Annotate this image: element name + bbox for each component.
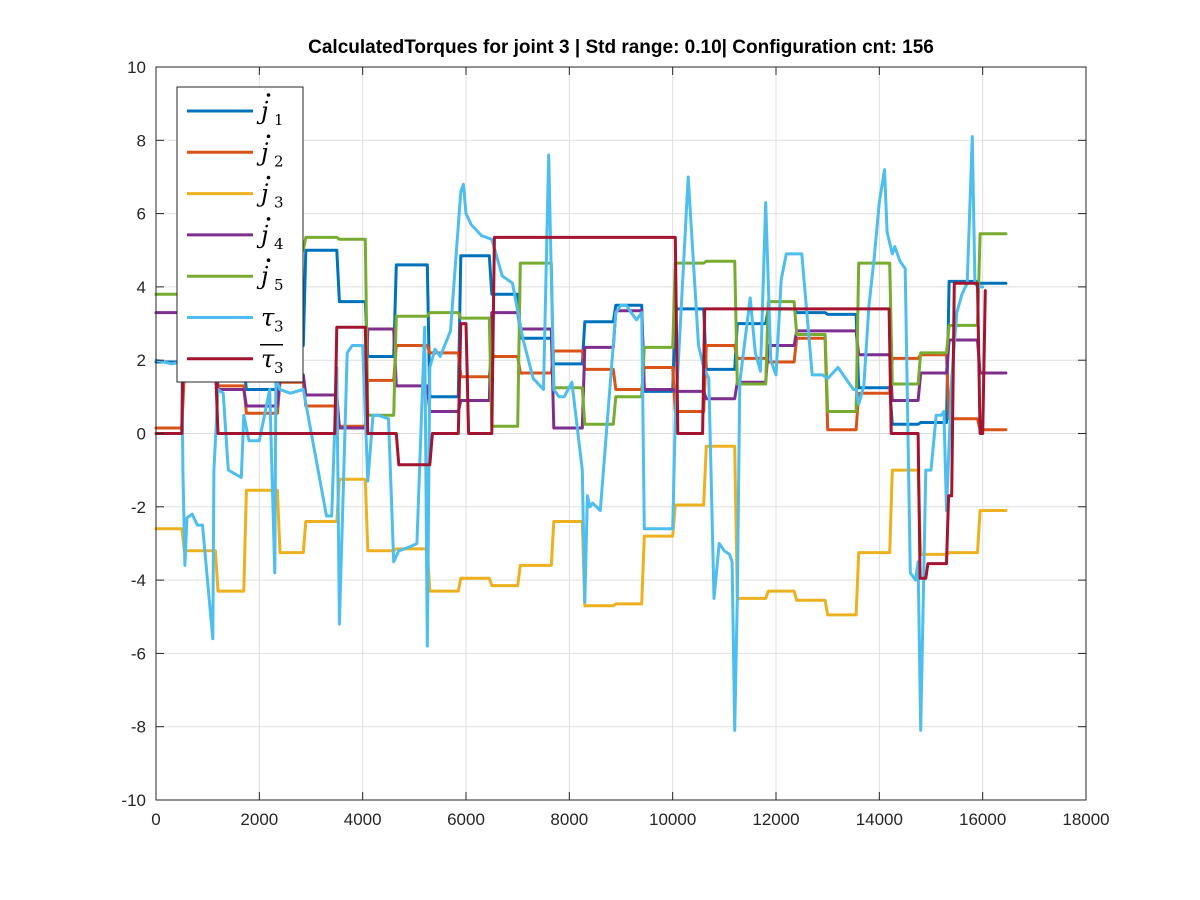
x-tick-label: 16000 xyxy=(959,810,1006,829)
legend-label: τ xyxy=(261,345,275,373)
legend-subscript: 3 xyxy=(274,194,284,212)
legend-subscript: 4 xyxy=(274,235,284,253)
legend-dot-accent xyxy=(266,217,271,221)
y-tick-label: -2 xyxy=(131,498,146,517)
legend-dot-accent xyxy=(266,175,271,180)
series-line-6 xyxy=(154,135,985,732)
series-layer xyxy=(154,135,1008,732)
chart-title: CalculatedTorques for joint 3 | Std rang… xyxy=(308,37,934,58)
x-tick-label: 4000 xyxy=(344,810,382,829)
legend-dot-accent xyxy=(266,258,271,263)
x-tick-label: 0 xyxy=(151,810,160,829)
legend-subscript: 3 xyxy=(274,318,284,336)
legend-subscript: 1 xyxy=(274,111,284,129)
y-tick-label: 8 xyxy=(137,131,146,150)
legend-subscript: 5 xyxy=(274,276,284,294)
y-tick-label: 6 xyxy=(137,205,146,224)
x-tick-label: 2000 xyxy=(240,810,278,829)
series-line-1 xyxy=(154,248,1008,426)
x-tick-label: 18000 xyxy=(1062,810,1109,829)
series-line-5 xyxy=(154,232,1008,428)
series-line-7 xyxy=(154,235,987,580)
legend-dot-accent xyxy=(266,93,271,97)
y-tick-label: -10 xyxy=(121,791,146,810)
x-tick-label: 10000 xyxy=(649,810,696,829)
axis-ticks: 0 2000 4000 6000 8000 10000 12000 14000 16000 180… xyxy=(121,58,1109,829)
x-tick-label: 12000 xyxy=(752,810,799,829)
y-tick-label: 10 xyxy=(127,58,146,77)
y-tick-label: -4 xyxy=(131,571,146,590)
y-tick-label: 0 xyxy=(137,425,146,444)
x-tick-label: 6000 xyxy=(447,810,485,829)
y-tick-label: -6 xyxy=(131,644,146,663)
legend-dot-accent xyxy=(266,134,271,139)
x-tick-label: 8000 xyxy=(550,810,588,829)
y-tick-label: 4 xyxy=(137,278,146,297)
x-tick-label: 14000 xyxy=(856,810,903,829)
legend-subscript: 3 xyxy=(274,359,284,377)
y-tick-label: 2 xyxy=(137,351,146,370)
legend-label: τ xyxy=(261,304,275,332)
legend: j 1j 2j 3j 4j 5τ 3τ 3 xyxy=(176,86,304,383)
y-tick-label: -8 xyxy=(131,718,146,737)
legend-subscript: 2 xyxy=(274,152,284,170)
